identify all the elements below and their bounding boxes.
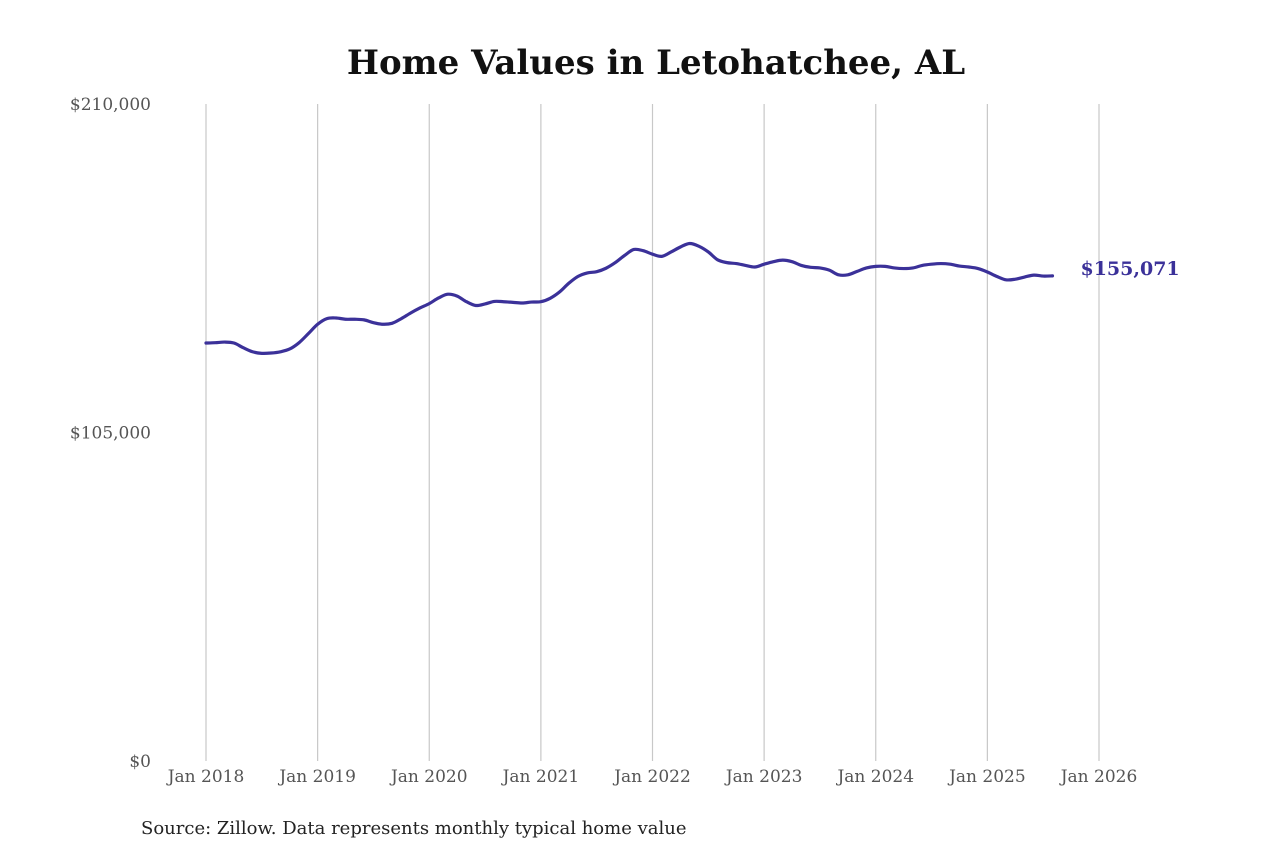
source-note: Source: Zillow. Data represents monthly … (141, 818, 687, 839)
x-tick-label: Jan 2021 (501, 767, 580, 787)
y-tick-label: $0 (129, 752, 151, 772)
series-line-0 (204, 241, 1055, 356)
x-tick-label: Jan 2018 (166, 767, 245, 787)
x-tick-label: Jan 2022 (612, 767, 691, 787)
x-tick-label: Jan 2026 (1059, 767, 1138, 787)
x-tick-label: Jan 2025 (947, 767, 1026, 787)
y-axis-tick-labels: $210,000 $105,000 $0 (70, 95, 151, 772)
series-layer: $155,071 (204, 241, 1180, 356)
chart-title: Home Values in Letohatchee, AL (347, 43, 965, 83)
x-tick-label: Jan 2020 (389, 767, 468, 787)
vertical-gridlines (205, 104, 1100, 761)
x-tick-label: Jan 2019 (277, 767, 356, 787)
x-tick-label: Jan 2023 (724, 767, 803, 787)
y-tick-label: $105,000 (70, 424, 151, 444)
y-tick-label: $210,000 (70, 95, 151, 115)
end-value-label: $155,071 (1080, 258, 1179, 280)
x-axis-tick-labels: Jan 2018 Jan 2019 Jan 2020 Jan 2021 Jan 2022… (166, 767, 1138, 787)
x-tick-label: Jan 2024 (835, 767, 914, 787)
